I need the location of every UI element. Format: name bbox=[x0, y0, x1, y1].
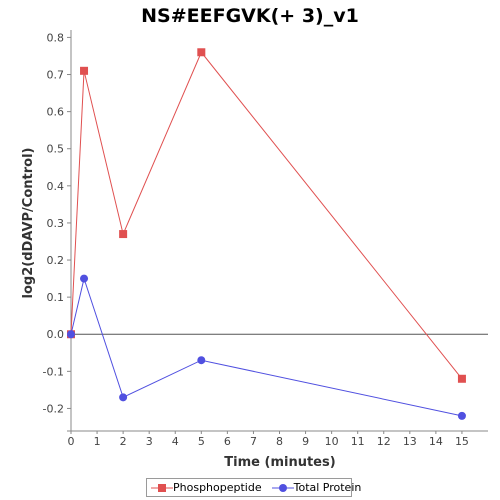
x-tick-label: 7 bbox=[250, 435, 257, 448]
x-tick-label: 10 bbox=[325, 435, 339, 448]
data-point-circle bbox=[119, 393, 128, 402]
data-point-square bbox=[80, 66, 89, 75]
legend-marker-circle-icon bbox=[271, 483, 294, 492]
y-tick-label: 0.4 bbox=[47, 180, 65, 193]
x-tick-label: 14 bbox=[429, 435, 443, 448]
x-tick-label: 9 bbox=[302, 435, 309, 448]
ticks: 0 1 2 3 4 5 6 7 8 9 10 11 12 13 14 15-0.2-0.10.00.10.20… bbox=[43, 31, 469, 448]
data-point-circle bbox=[457, 411, 466, 420]
x-tick-label: 12 bbox=[377, 435, 391, 448]
legend-marker-square-icon bbox=[151, 483, 173, 492]
y-tick-label: 0.0 bbox=[47, 328, 65, 341]
x-tick-label: 2 bbox=[120, 435, 127, 448]
x-axis-label: Time (minutes) bbox=[224, 455, 335, 470]
legend-label-phosphopeptide: Phosphopeptide bbox=[173, 481, 262, 494]
legend: Phosphopeptide Total Protein bbox=[146, 478, 361, 497]
data-point-square bbox=[197, 48, 206, 57]
x-tick-label: 5 bbox=[198, 435, 205, 448]
x-tick-label: 4 bbox=[172, 435, 179, 448]
legend-label-total-protein: Total Protein bbox=[293, 481, 362, 494]
y-tick-label: 0.7 bbox=[47, 69, 65, 82]
y-tick-label: 0.1 bbox=[47, 291, 65, 304]
legend-item-total-protein: Total Protein bbox=[271, 481, 362, 494]
y-tick-label: 0.5 bbox=[47, 143, 65, 156]
y-tick-label: 0.3 bbox=[47, 217, 65, 230]
y-tick-label: 0.8 bbox=[47, 31, 65, 44]
x-tick-label: 0 bbox=[68, 435, 75, 448]
data-point-square bbox=[457, 374, 466, 383]
y-tick-label: -0.2 bbox=[43, 402, 64, 415]
y-tick-label: -0.1 bbox=[43, 365, 64, 378]
x-tick-label: 11 bbox=[351, 435, 365, 448]
y-tick-label: 0.6 bbox=[47, 106, 65, 119]
legend-item-phosphopeptide: Phosphopeptide bbox=[151, 481, 262, 494]
data-point-circle bbox=[80, 274, 89, 283]
x-tick-label: 6 bbox=[224, 435, 231, 448]
y-tick-label: 0.2 bbox=[47, 254, 65, 267]
x-tick-label: 3 bbox=[146, 435, 153, 448]
plot-area bbox=[71, 30, 488, 427]
data-point-square bbox=[119, 230, 128, 239]
x-tick-label: 13 bbox=[403, 435, 417, 448]
x-tick-label: 1 bbox=[94, 435, 101, 448]
y-axis-label: log2(dDAVP/Control) bbox=[21, 148, 36, 299]
series-layer bbox=[67, 48, 466, 420]
axes bbox=[67, 30, 488, 432]
data-point-circle bbox=[67, 330, 75, 339]
x-tick-label: 15 bbox=[455, 435, 469, 448]
x-tick-label: 8 bbox=[276, 435, 283, 448]
data-point-circle bbox=[197, 356, 206, 365]
chart-title: NS#EEFGVK(+ 3)_v1 bbox=[141, 5, 359, 27]
